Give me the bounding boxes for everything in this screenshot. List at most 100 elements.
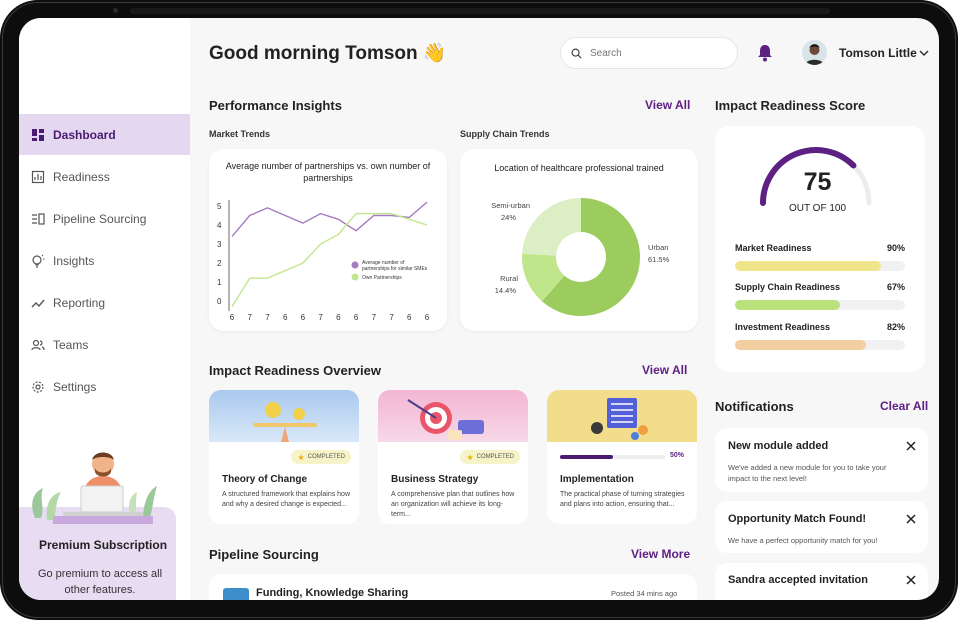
search-box[interactable] [560, 37, 738, 69]
line-chart-title: Average number of partnerships vs. own n… [225, 161, 431, 183]
x-tick-label: 6 [301, 313, 306, 322]
legend-swatch [351, 273, 359, 281]
person-laptop-illustration [32, 452, 157, 524]
meter-value: 90% [887, 243, 906, 253]
premium-text: Go premium to access all other features. [37, 568, 163, 596]
premium-title: Premium Subscription [39, 538, 168, 552]
x-tick-label: 6 [230, 313, 235, 322]
investment-readiness-bar [735, 340, 905, 350]
donut-slice-urban [541, 198, 640, 316]
supply-chain-readiness-bar [735, 300, 905, 310]
notification-text: We've added a new module for you to take… [728, 463, 887, 483]
slice-label: Semi-urban [491, 201, 530, 210]
bell-icon[interactable] [757, 44, 773, 62]
notification-title: New module added [728, 440, 829, 452]
overview-card-theory-of-change[interactable]: ★ COMPLETED Theory of Change A structured… [209, 390, 359, 524]
lightbulb-icon [32, 254, 45, 268]
sidebar-item-reporting[interactable]: Reporting [19, 282, 190, 323]
pie-chart-title: Location of healthcare professional trai… [494, 163, 664, 173]
notification-text: We have a perfect opportunity match for … [728, 536, 878, 545]
star-icon: ★ [466, 452, 474, 462]
x-tick-label: 6 [354, 313, 359, 322]
sidebar-item-settings[interactable]: Settings [19, 366, 190, 407]
x-tick-label: 7 [318, 313, 323, 322]
pipeline-logo [223, 588, 249, 600]
performance-title: Performance Insights [209, 98, 342, 113]
x-tick-label: 7 [372, 313, 377, 322]
card-title: Implementation [560, 474, 634, 485]
card-description: A comprehensive plan that outlines how a… [391, 491, 515, 518]
chart-icon [31, 170, 45, 183]
gears-illustration [547, 390, 697, 442]
notification-card[interactable]: Sandra accepted invitation [715, 563, 928, 600]
overview-title: Impact Readiness Overview [209, 363, 381, 378]
pipeline-item[interactable]: Funding, Knowledge Sharing Posted 34 min… [209, 574, 697, 600]
score-title: Impact Readiness Score [715, 98, 866, 113]
y-tick-label: 3 [217, 240, 222, 249]
sidebar: Dashboard Readiness Pipeline Sourcing In… [19, 18, 190, 600]
meter-label: Supply Chain Readiness [735, 282, 841, 292]
sidebar-item-label: Insights [53, 253, 95, 268]
card-title: Business Strategy [391, 474, 479, 485]
score-gauge [760, 147, 872, 206]
implementation-progress-bar [560, 455, 665, 459]
pipeline-item-time: Posted 34 mins ago [611, 589, 678, 598]
donut-slice-semi-urban [522, 198, 581, 256]
y-tick-label: 0 [217, 297, 222, 306]
supply-trends-label: Supply Chain Trends [460, 129, 550, 139]
legend-label: Average number of partnerships for simila… [362, 260, 428, 272]
score-card: 75 OUT OF 100 Market Readiness 90% Suppl… [715, 126, 925, 372]
clear-all-link[interactable]: Clear All [880, 399, 929, 413]
x-tick-label: 6 [283, 313, 288, 322]
speaker-slot [130, 8, 830, 14]
legend-label: Own Partnerships [362, 275, 402, 281]
sidebar-item-insights[interactable]: Insights [19, 240, 190, 281]
notification-card[interactable]: New module added We've added a new modul… [715, 428, 928, 492]
y-tick-label: 4 [217, 221, 222, 230]
sidebar-item-dashboard[interactable]: Dashboard [19, 114, 190, 155]
pipeline-view-more-link[interactable]: View More [631, 547, 691, 561]
line-chart: 0 1 2 3 4 5 6 7 7 6 6 7 6 6 7 7 6 6 Average number of partn… [217, 200, 430, 322]
avatar[interactable] [802, 40, 827, 65]
donut-slice-rural [522, 253, 565, 302]
trend-icon [31, 299, 45, 307]
y-tick-label: 5 [217, 202, 222, 211]
score-out-of: OUT OF 100 [788, 203, 847, 214]
overview-card-implementation[interactable]: 50% Implementation The practical phase o… [547, 390, 697, 524]
chevron-down-icon[interactable] [919, 49, 929, 57]
meter-value: 67% [887, 282, 906, 292]
close-icon[interactable] [906, 514, 916, 524]
supply-chain-card: Location of healthcare professional trai… [460, 149, 698, 331]
progress-value: 50% [670, 452, 685, 459]
slice-value: 61.5% [648, 255, 670, 264]
slice-label: Rural [500, 274, 518, 283]
notification-card[interactable]: Opportunity Match Found! We have a perfe… [715, 501, 928, 553]
target-illustration [378, 390, 528, 442]
legend-swatch [351, 261, 359, 269]
sidebar-item-readiness[interactable]: Readiness [19, 156, 190, 197]
camera-dot [113, 8, 118, 13]
close-icon[interactable] [906, 441, 916, 451]
close-icon[interactable] [906, 575, 916, 585]
sidebar-item-label: Settings [53, 379, 97, 394]
market-trends-label: Market Trends [209, 129, 271, 139]
overview-card-business-strategy[interactable]: ★ COMPLETED Business Strategy A comprehen… [378, 390, 528, 524]
sidebar-nav: Dashboard Readiness Pipeline Sourcing In… [19, 114, 190, 408]
overview-view-all-link[interactable]: View All [642, 363, 688, 377]
sidebar-item-teams[interactable]: Teams [19, 324, 190, 365]
meter-value: 82% [887, 322, 906, 332]
pipeline-title: Pipeline Sourcing [209, 547, 319, 562]
sidebar-item-label: Dashboard [53, 127, 116, 142]
performance-view-all-link[interactable]: View All [645, 98, 691, 112]
card-title: Theory of Change [222, 474, 308, 485]
sidebar-item-pipeline-sourcing[interactable]: Pipeline Sourcing [19, 198, 190, 239]
user-name[interactable]: Tomson Little [839, 46, 917, 60]
dashboard-icon [32, 128, 44, 141]
sidebar-item-label: Reporting [53, 295, 106, 310]
meter-label: Investment Readiness [735, 322, 831, 332]
slice-label: Urban [648, 243, 668, 252]
greeting-title: Good morning Tomson 👋 [209, 43, 447, 64]
market-trends-card: Average number of partnerships vs. own n… [209, 149, 447, 331]
sidebar-item-label: Readiness [53, 169, 110, 184]
search-input[interactable] [590, 47, 720, 59]
